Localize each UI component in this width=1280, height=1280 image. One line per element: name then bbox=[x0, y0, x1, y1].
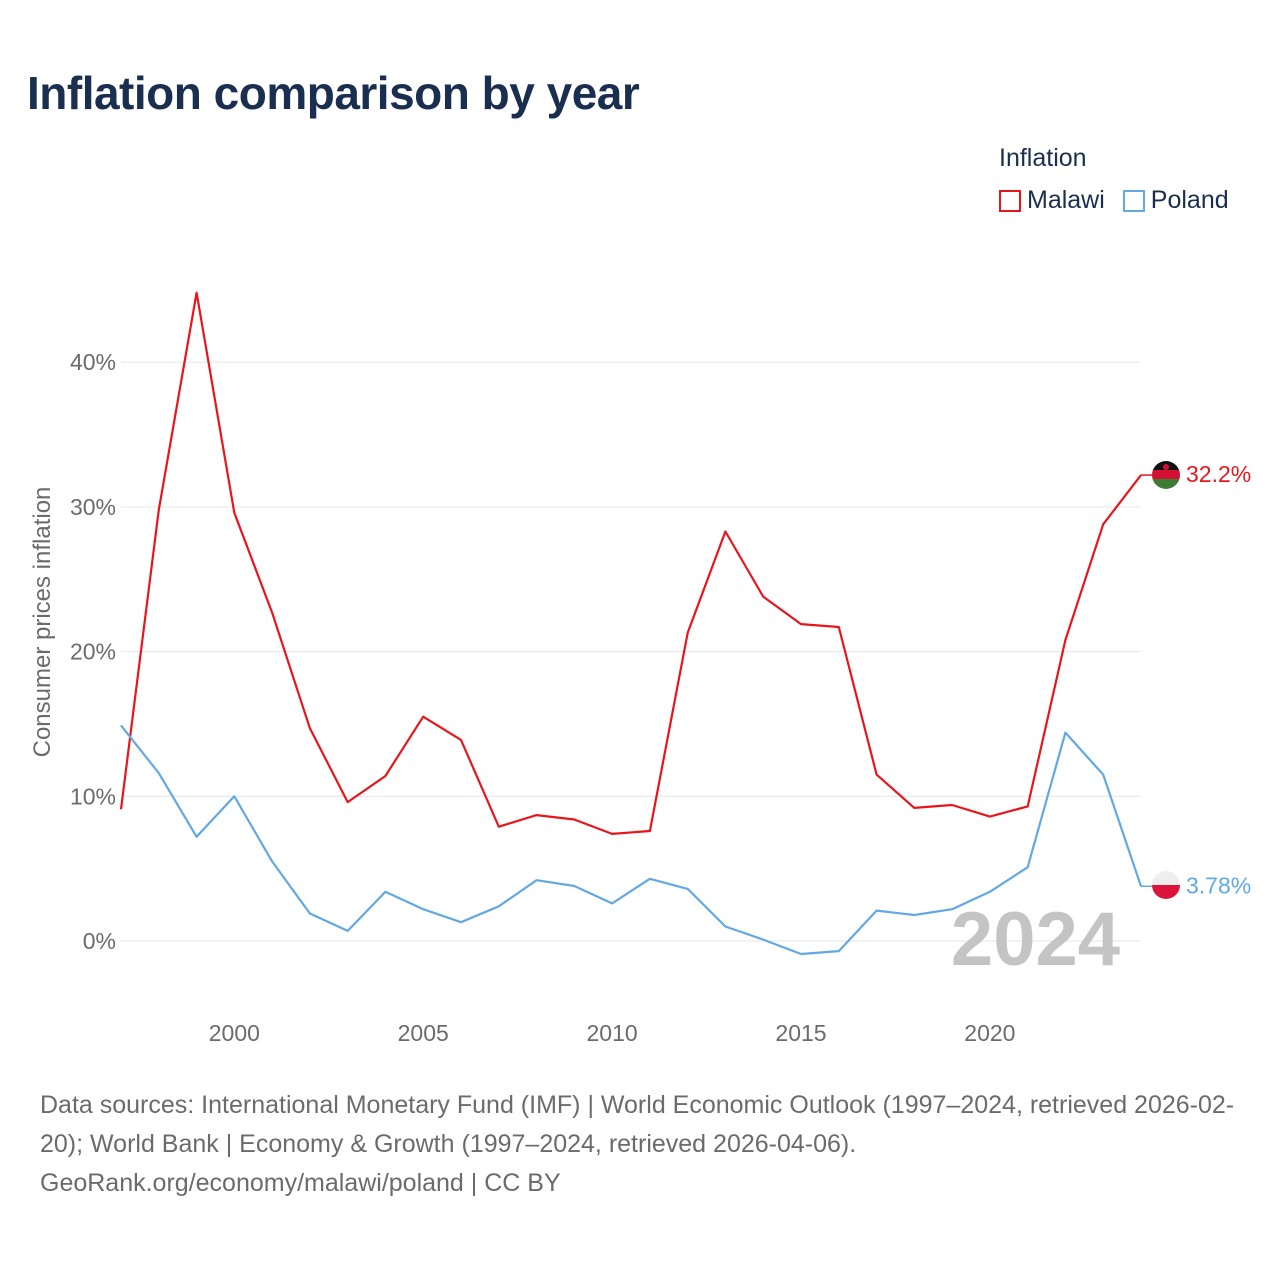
end-label-poland: 3.78% bbox=[1186, 872, 1251, 898]
legend-label-poland: Poland bbox=[1150, 186, 1229, 214]
x-tick-label: 2005 bbox=[398, 1020, 449, 1046]
end-label-malawi: 32.2% bbox=[1186, 461, 1251, 487]
credit-link[interactable]: GeoRank.org/economy/malawi/poland | CC B… bbox=[40, 1169, 561, 1197]
legend-label-malawi: Malawi bbox=[1027, 186, 1105, 214]
y-tick-label: 40% bbox=[70, 349, 116, 375]
legend-item-malawi[interactable]: Malawi bbox=[999, 186, 1105, 215]
data-sources: Data sources: International Monetary Fun… bbox=[40, 1091, 1235, 1158]
y-tick-label: 20% bbox=[70, 639, 116, 665]
x-tick-label: 2000 bbox=[209, 1020, 260, 1046]
year-watermark: 2024 bbox=[951, 897, 1120, 982]
x-tick-label: 2010 bbox=[587, 1020, 638, 1046]
chart-title: Inflation comparison by year bbox=[27, 67, 640, 119]
legend-title: Inflation bbox=[999, 144, 1087, 172]
series-line-malawi[interactable] bbox=[119, 291, 1142, 836]
legend-item-poland[interactable]: Poland bbox=[1122, 186, 1229, 215]
legend: Malawi Poland bbox=[999, 186, 1247, 215]
legend-swatch-malawi bbox=[999, 189, 1021, 212]
legend-swatch-poland bbox=[1122, 189, 1145, 212]
y-tick-label: 30% bbox=[70, 494, 116, 520]
y-tick-label: 10% bbox=[70, 783, 116, 809]
series-lines bbox=[119, 291, 1143, 956]
y-axis-ticks: 0% 10% 20% 30% 40% bbox=[70, 349, 116, 954]
y-tick-label: 0% bbox=[83, 928, 116, 954]
x-tick-label: 2020 bbox=[964, 1020, 1015, 1046]
x-tick-label: 2015 bbox=[775, 1020, 826, 1046]
y-axis-label: Consumer prices inflation bbox=[29, 487, 56, 758]
series-line-poland[interactable] bbox=[120, 724, 1143, 956]
gridlines bbox=[121, 361, 1141, 942]
poland-flag-icon bbox=[1152, 871, 1180, 899]
footer: Data sources: International Monetary Fun… bbox=[40, 1086, 1250, 1203]
x-axis-ticks: 2000 2005 2010 2015 2020 bbox=[209, 1020, 1016, 1046]
malawi-flag-icon bbox=[1152, 461, 1180, 489]
end-labels: 32.2% 3.78% bbox=[1141, 461, 1251, 898]
